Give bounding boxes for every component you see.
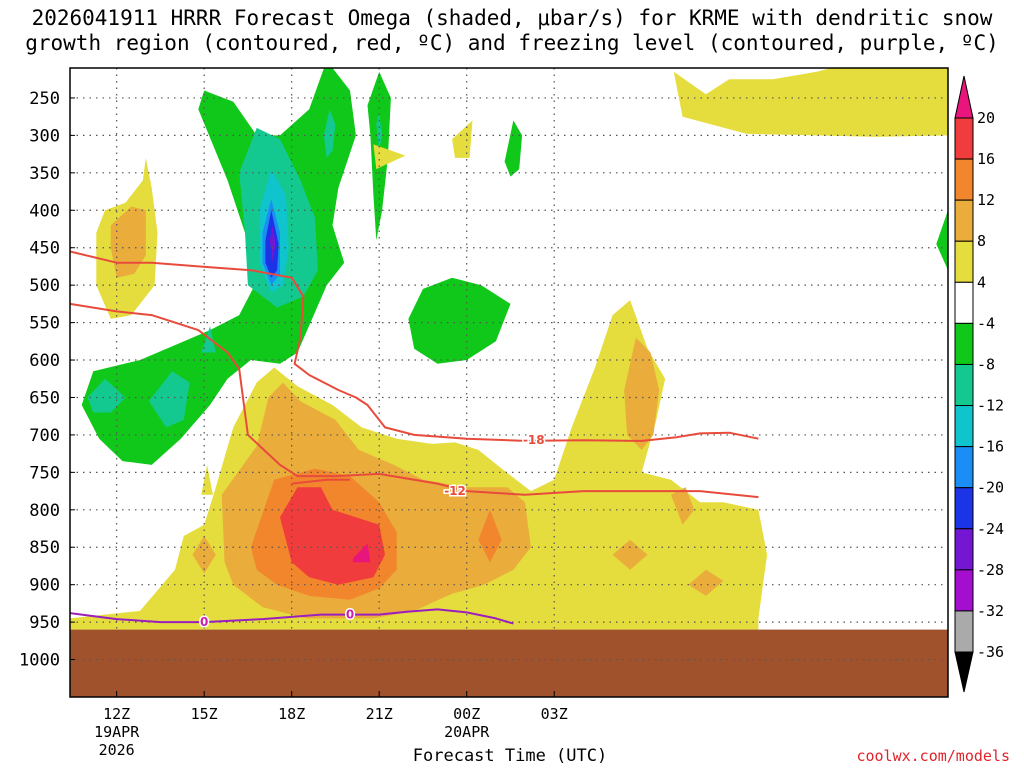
x-axis-label: Forecast Time (UTC) [412,746,608,766]
omega-region-orange-upper-left [110,206,146,278]
x-tick-sublabel-00Z: 20APR [444,723,490,741]
y-tick-label-300: 300 [29,126,60,146]
chart-title-line-2: growth region (contoured, red, ºC) and f… [25,31,999,55]
y-tick-label-650: 650 [29,388,60,408]
contour-label-3: 0 [346,608,354,622]
colorbar-label-2: 12 [977,191,995,209]
omega-region-orange-lower-band [192,536,216,574]
y-tick-label-850: 850 [29,538,60,558]
colorbar-bin-9 [954,487,974,530]
contour-label-0: -18 [523,433,545,447]
y-tick-label-400: 400 [29,201,60,221]
colorbar-label-1: 16 [977,150,995,168]
contour-label-1: -12 [444,484,466,498]
colorbar-label-5: -4 [977,314,995,332]
omega-region-yellow-upper-right [673,68,948,137]
y-tick-label-550: 550 [29,314,60,334]
x-tick-label-00Z: 00Z [453,705,480,723]
chart-title-line-1: 2026041911 HRRR Forecast Omega (shaded, … [31,6,993,30]
contour-freezing-level-line [70,608,514,625]
colorbar-label-12: -32 [977,602,1004,620]
colorbar-arrow-top [954,75,974,119]
y-tick-label-1000: 1000 [19,651,60,671]
x-tick-year-12Z: 2026 [99,741,135,759]
omega-region-teal-filament [376,112,383,151]
y-tick-label-250: 250 [29,89,60,109]
x-tick-sublabel-12Z: 19APR [94,723,140,741]
y-tick-label-500: 500 [29,276,60,296]
omega-region-orange-right-4 [688,569,724,596]
x-tick-label-18Z: 18Z [278,705,305,723]
colorbar-label-4: 4 [977,273,986,291]
colorbar-label-8: -16 [977,438,1004,456]
omega-region-purple-core [269,225,276,263]
colorbar-label-0: 20 [977,109,995,127]
colorbar-bin-2 [954,199,974,242]
contour-dgz-upper-line [70,250,759,442]
contour-dgz-lower-line [70,302,759,499]
y-tick-label-950: 950 [29,613,60,633]
colorbar-label-10: -24 [977,520,1004,538]
y-tick-label-450: 450 [29,239,60,259]
contour-dgz-mid-line [291,478,350,485]
colorbar-label-13: -36 [977,643,1004,661]
omega-region-green-right-edge [936,210,948,271]
colorbar-arrow-bottom [954,651,974,693]
y-tick-label-350: 350 [29,164,60,184]
colorbar-bin-7 [954,405,974,448]
colorbar-bin-3 [954,240,974,283]
colorbar-bin-8 [954,446,974,489]
plot-frame [69,67,949,698]
x-tick-label-21Z: 21Z [366,705,393,723]
omega-region-orange-right-1 [624,337,660,450]
x-tick-label-15Z: 15Z [191,705,218,723]
omega-region-teal-small [201,326,216,353]
colorbar-label-9: -20 [977,479,1004,497]
contour-lines-group [70,250,759,625]
terrain-fill [70,629,948,697]
colorbar-label-3: 8 [977,232,986,250]
x-tick-label-03Z: 03Z [541,705,568,723]
omega-region-yellow-wedge-2 [452,120,473,158]
omega-region-orange-right-2 [612,539,648,570]
y-tick-label-750: 750 [29,463,60,483]
y-tick-label-700: 700 [29,426,60,446]
colorbar-bin-5 [954,322,974,365]
source-credit-link[interactable]: coolwx.com/models [856,747,1010,765]
y-tick-label-800: 800 [29,501,60,521]
omega-region-teal-upper [323,109,336,158]
colorbar-label-7: -12 [977,397,1004,415]
contour-label-2: 0 [200,615,208,629]
omega-region-teal-left-1 [87,378,126,413]
colorbar-bin-6 [954,363,974,407]
omega-region-yellow-spike-15z [201,464,213,495]
omega-region-magenta-max-core [352,543,371,563]
omega-fills-group [70,68,948,697]
colorbar-bin-12 [954,610,974,653]
colorbar-label-11: -28 [977,561,1004,579]
colorbar-label-6: -8 [977,355,995,373]
omega-region-yellow-wedge-1 [373,144,406,170]
y-tick-label-600: 600 [29,351,60,371]
colorbar-bin-11 [954,569,974,612]
omega-region-teal-left-2 [148,371,190,428]
colorbar-bin-0 [954,117,974,160]
omega-region-orange-right-3 [670,487,695,525]
omega-region-green-small-blob [504,120,523,177]
omega-region-dark-orange-small [478,509,502,563]
colorbar-bin-10 [954,528,974,571]
colorbar-bin-4 [954,281,974,324]
omega-region-green-blob-midlevel [408,277,511,364]
x-tick-label-12Z: 12Z [103,705,130,723]
colorbar-bin-1 [954,158,974,201]
y-tick-label-900: 900 [29,576,60,596]
